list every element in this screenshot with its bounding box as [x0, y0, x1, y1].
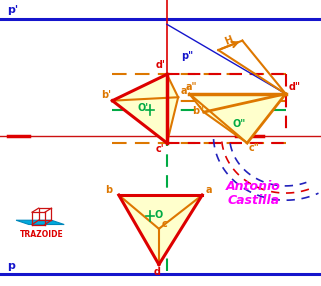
Text: d': d' — [155, 60, 165, 70]
Text: a": a" — [186, 82, 197, 92]
Polygon shape — [119, 195, 202, 265]
Text: c": c" — [249, 143, 259, 153]
Text: b': b' — [101, 90, 111, 100]
Polygon shape — [112, 74, 178, 101]
Text: d: d — [154, 267, 161, 277]
Text: H: H — [223, 35, 234, 47]
Polygon shape — [167, 74, 178, 143]
Polygon shape — [189, 94, 286, 143]
Text: p": p" — [181, 51, 194, 61]
Text: TRAZOIDE: TRAZOIDE — [20, 230, 64, 239]
Text: c: c — [162, 219, 168, 229]
Text: c': c' — [156, 144, 164, 154]
Text: b: b — [105, 185, 112, 195]
Text: b": b" — [193, 106, 205, 116]
Text: Antonio: Antonio — [226, 180, 281, 193]
Text: O: O — [154, 210, 162, 220]
Text: a: a — [205, 185, 212, 195]
Polygon shape — [16, 220, 64, 225]
Polygon shape — [189, 94, 286, 112]
Text: p: p — [7, 261, 15, 271]
Text: p': p' — [7, 5, 18, 15]
Polygon shape — [204, 94, 286, 143]
Text: d": d" — [288, 82, 300, 92]
Polygon shape — [112, 74, 167, 143]
Text: O': O' — [138, 103, 149, 113]
Text: a': a' — [181, 86, 190, 96]
Text: O": O" — [233, 119, 246, 129]
Text: Castilla: Castilla — [228, 194, 280, 207]
